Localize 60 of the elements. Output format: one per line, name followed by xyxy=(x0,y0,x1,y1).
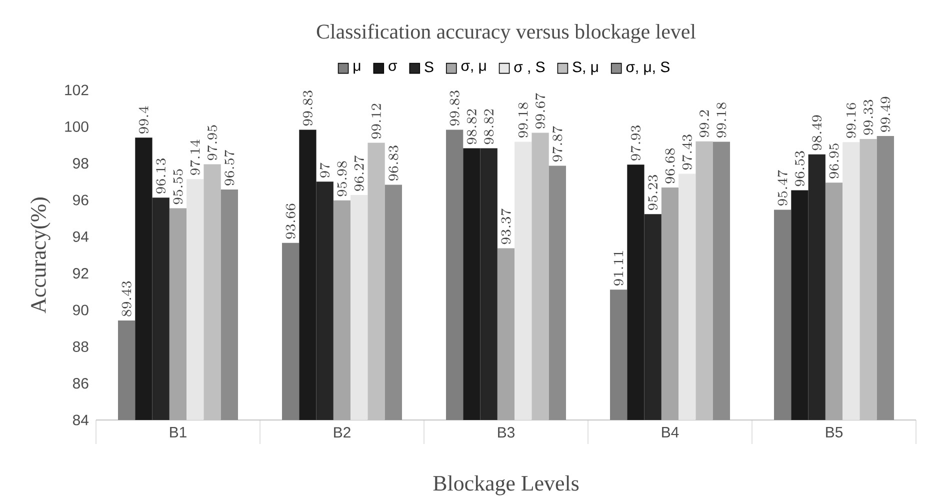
data-label: 99 .49 xyxy=(880,96,890,132)
legend-label: μ xyxy=(354,62,360,74)
data-label: 91 . 11 xyxy=(614,251,624,286)
data-label: 97. 87 xyxy=(552,126,562,162)
data-label: 99 . 18 xyxy=(716,102,726,138)
data-label: 98 .49 xyxy=(812,115,822,150)
legend-label: S, μ xyxy=(572,62,598,75)
data-label: 99 . 18 xyxy=(518,102,528,138)
data-label: 96 . 68 xyxy=(665,148,675,184)
data-label: 98 . 82 xyxy=(484,109,494,144)
y-axis-title: Accuracy(%) xyxy=(30,198,50,314)
x-tick-label: B5 xyxy=(826,427,843,438)
y-tick-label: 94 xyxy=(73,231,89,242)
data-label: 96 . 83 xyxy=(388,146,398,181)
y-tick-label: 92 xyxy=(73,268,88,279)
data-label: 99 . 67 xyxy=(535,93,546,129)
data-label: 89 .43 xyxy=(122,281,132,316)
y-tick-label: 100 xyxy=(65,121,88,132)
data-label: 99 . 16 xyxy=(846,102,856,138)
data-label: 93 . 66 xyxy=(286,204,296,239)
data-label: 95 .47 xyxy=(778,170,788,206)
y-tick-label: 90 xyxy=(73,304,88,316)
x-tick-label: B3 xyxy=(498,427,514,438)
data-label: 96 . 13 xyxy=(156,158,166,194)
y-tick-label: 88 xyxy=(72,341,88,352)
data-label: 97.43 xyxy=(682,134,692,170)
data-label: 95 . 55 xyxy=(173,169,183,204)
data-label: 95 . 98 xyxy=(337,161,347,196)
data-label: 95 . 23 xyxy=(648,175,658,210)
x-tick-label: B4 xyxy=(662,427,679,438)
y-tick-label: 102 xyxy=(65,84,88,96)
y-tick-label: 86 xyxy=(72,378,88,389)
data-label: 99 . 12 xyxy=(372,104,382,139)
data-label: 97. 93 xyxy=(630,126,640,160)
y-tick-label: 96 xyxy=(73,194,88,206)
legend-label: S xyxy=(424,62,434,72)
data-label: 96 . 95 xyxy=(829,144,839,178)
data-label: 99 .4 xyxy=(138,106,148,134)
x-tick-label: B2 xyxy=(334,427,350,438)
data-label: 99 . 83 xyxy=(450,90,460,126)
y-tick-label: 84 xyxy=(72,414,89,426)
data-label: 97 xyxy=(320,162,330,178)
data-label: 99 . 2 xyxy=(700,110,710,138)
chart-title: Classification accuracy versus blockage level xyxy=(316,24,696,43)
x-tick-label: B1 xyxy=(170,427,186,438)
legend-label: σ, μ xyxy=(461,62,486,74)
data-label: 99 . 83 xyxy=(302,90,312,126)
data-label: 97. 95 xyxy=(207,125,218,160)
legend-label: σ, μ, S xyxy=(626,62,670,75)
data-label: 93 . 37 xyxy=(501,208,511,244)
data-label: 98 . 82 xyxy=(466,109,476,144)
legend-label: σ , S xyxy=(514,62,545,74)
data-label: 96 . 57 xyxy=(224,150,234,186)
data-label: 97. 14 xyxy=(190,140,200,175)
x-axis-title: Blockage Levels xyxy=(433,475,579,496)
legend-label: σ xyxy=(388,62,398,71)
y-tick-label: 98 xyxy=(73,158,88,169)
data-label: 96 . 27 xyxy=(354,156,364,191)
data-label: 96 . 53 xyxy=(794,151,804,186)
data-label: 99 . 33 xyxy=(864,100,874,135)
